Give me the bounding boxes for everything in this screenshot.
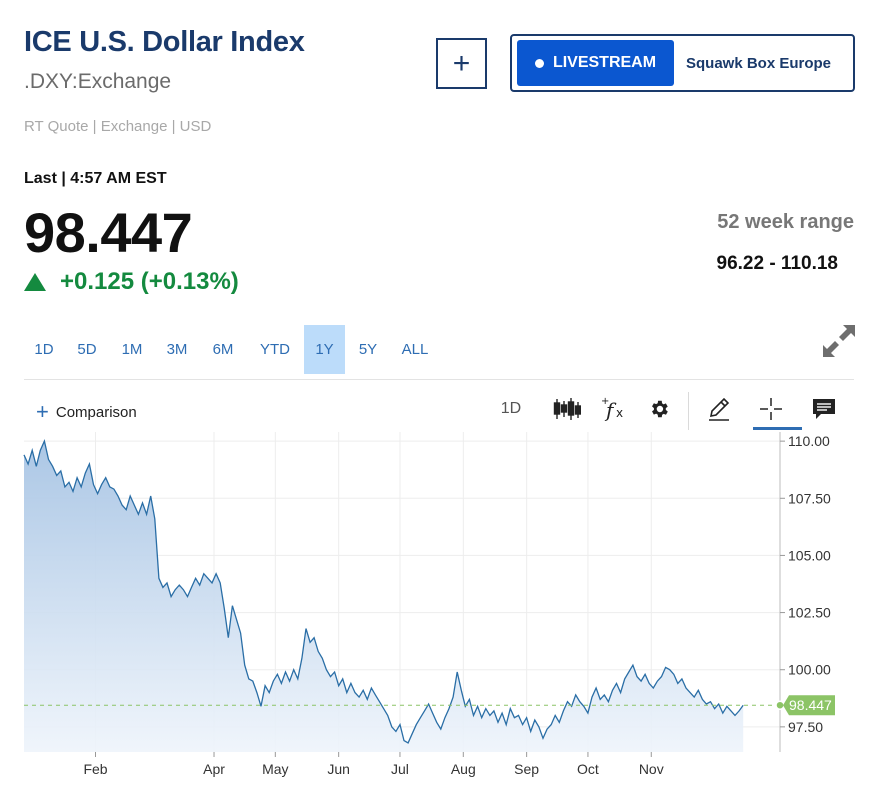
x-tick-label: Apr	[203, 761, 225, 777]
last-price-badge-label: 98.447	[789, 697, 832, 713]
plus-icon: +	[36, 399, 49, 424]
quote-source: RT Quote | Exchange | USD	[24, 118, 212, 135]
gear-icon[interactable]	[648, 394, 670, 424]
tab-5y[interactable]: 5Y	[358, 341, 378, 358]
crosshair-icon[interactable]	[758, 394, 784, 424]
expand-icon[interactable]	[822, 324, 856, 358]
tab-1m[interactable]: 1M	[121, 341, 143, 358]
tab-all[interactable]: ALL	[401, 341, 429, 358]
tab-5d[interactable]: 5D	[77, 341, 97, 358]
y-tick-label: 102.50	[788, 605, 831, 621]
x-axis-ticks: Feb Apr May Jun Jul Aug Sep Oct Nov	[83, 752, 664, 777]
candlestick-icon[interactable]	[553, 394, 581, 424]
timeframe-tabs: 1D 5D 1M 3M 6M YTD 1Y 5Y ALL	[24, 325, 439, 374]
toolbar-separator	[688, 392, 689, 430]
x-tick-label: Feb	[83, 761, 107, 777]
live-dot-icon	[534, 58, 544, 68]
y-tick-label: 97.50	[788, 719, 823, 735]
livestream-button[interactable]: LIVESTREAM	[517, 40, 674, 86]
price-area-fill	[24, 441, 744, 752]
price-chart[interactable]: 110.00 107.50 105.00 102.50 100.00 97.50 Feb A…	[0, 432, 884, 785]
last-price-dot	[775, 700, 785, 710]
tab-3m[interactable]: 3M	[166, 341, 188, 358]
y-tick-label: 100.00	[788, 662, 831, 678]
add-to-watchlist-button[interactable]: +	[436, 38, 487, 89]
up-arrow-icon	[24, 273, 46, 291]
svg-text:x: x	[616, 406, 623, 420]
x-tick-label: Aug	[451, 761, 476, 777]
divider	[24, 379, 854, 380]
x-tick-label: Sep	[514, 761, 539, 777]
livestream-banner[interactable]: LIVESTREAM Squawk Box Europe	[510, 34, 855, 92]
y-tick-label: 110.00	[788, 433, 830, 449]
livestream-label: LIVESTREAM	[552, 54, 657, 71]
active-tool-indicator	[753, 427, 802, 430]
fx-indicator-icon[interactable]: + f x	[600, 394, 628, 424]
last-trade-time: Last | 4:57 AM EST	[24, 170, 167, 187]
interval-selector[interactable]: 1D	[500, 400, 522, 417]
x-tick-label: Jul	[391, 761, 409, 777]
tab-6m[interactable]: 6M	[212, 341, 234, 358]
comment-icon[interactable]	[811, 394, 837, 424]
tab-1y[interactable]: 1Y	[304, 325, 345, 374]
comparison-label: Comparison	[55, 403, 137, 421]
y-tick-label: 105.00	[788, 547, 831, 563]
last-price: 98.447	[24, 201, 193, 264]
pencil-icon[interactable]	[706, 394, 732, 424]
livestream-show-name[interactable]: Squawk Box Europe	[686, 54, 832, 72]
page-title: ICE U.S. Dollar Index	[24, 26, 305, 58]
tab-ytd[interactable]: YTD	[260, 341, 290, 358]
symbol-label: .DXY:Exchange	[24, 70, 172, 93]
last-price-badge	[783, 695, 835, 716]
svg-text:+: +	[601, 396, 609, 407]
comparison-button[interactable]: + Comparison	[36, 401, 137, 423]
price-change-value: +0.125 (+0.13%)	[60, 268, 239, 295]
x-tick-label: May	[262, 761, 288, 777]
x-tick-label: Oct	[577, 761, 599, 777]
range-label: 52 week range	[717, 211, 854, 233]
price-change: +0.125 (+0.13%)	[24, 268, 239, 296]
range-value: 96.22 - 110.18	[716, 253, 839, 274]
y-axis-ticks: 110.00 107.50 105.00 102.50 100.00 97.50	[780, 433, 831, 735]
x-tick-label: Jun	[327, 761, 350, 777]
price-line	[23, 439, 744, 744]
tab-1d[interactable]: 1D	[34, 341, 54, 358]
y-tick-label: 107.50	[788, 490, 831, 506]
x-tick-label: Nov	[639, 761, 664, 777]
